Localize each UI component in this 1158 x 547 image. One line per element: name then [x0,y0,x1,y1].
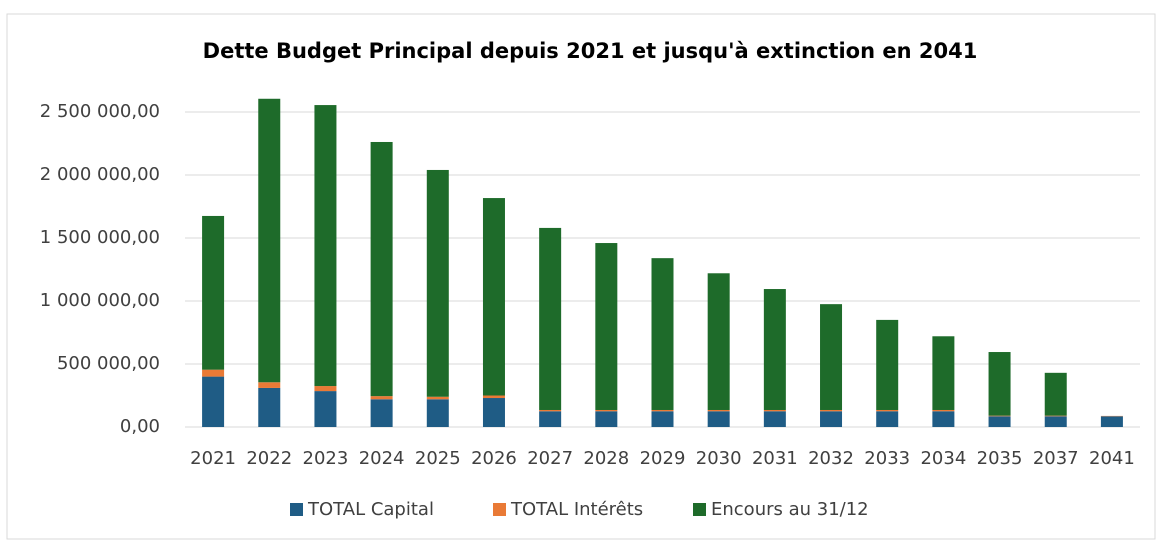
x-tick-label: 2028 [583,448,629,469]
bar-segment [1101,416,1123,427]
bar-segment [258,388,280,427]
bar-segment [258,99,280,383]
bar-segment [764,411,786,427]
bar-segment [258,382,280,388]
bar-segment [202,370,224,377]
chart-title: Dette Budget Principal depuis 2021 et ju… [203,39,978,63]
x-tick-label: 2029 [640,448,686,469]
bar-segment [876,320,898,410]
bar-segment [595,410,617,411]
bar-segment [202,216,224,370]
x-tick-label: 2033 [864,448,910,469]
bar-segment [314,105,336,386]
bar-segment [371,142,393,396]
x-tick-label: 2035 [977,448,1023,469]
legend-swatch [290,503,303,516]
bar-segment [932,410,954,411]
y-tick-label: 500 000,00 [57,353,160,374]
bar-segment [483,396,505,399]
bar-segment [483,398,505,427]
bar-segment [1045,416,1067,417]
bar-segment [483,198,505,395]
bar-segment [427,397,449,400]
bar-segment [371,396,393,399]
bar-segment [539,411,561,427]
bar-segment [764,410,786,411]
x-tick-label: 2023 [303,448,349,469]
x-tick-label: 2027 [527,448,573,469]
bar-segment [708,410,730,411]
bar-segment [595,411,617,427]
x-tick-label: 2024 [359,448,405,469]
bar-segment [427,170,449,397]
y-tick-label: 2 500 000,00 [40,101,160,122]
y-tick-label: 1 000 000,00 [40,290,160,311]
bar-segment [652,410,674,411]
bar-segment [708,411,730,427]
bar-segment [1045,373,1067,416]
x-tick-label: 2032 [808,448,854,469]
bar-segment [371,399,393,427]
x-tick-label: 2021 [190,448,236,469]
legend-label: Encours au 31/12 [711,499,869,520]
bar-segment [708,273,730,410]
bar-segment [652,258,674,410]
bar-segment [1045,416,1067,427]
bar-segment [820,304,842,410]
bar-segment [876,410,898,411]
bar-segment [989,416,1011,427]
bar-segment [202,377,224,427]
bar-segment [539,228,561,410]
x-tick-label: 2034 [920,448,966,469]
bar-segment [820,410,842,411]
bar-segment [932,411,954,427]
bar-segment [595,243,617,410]
bar-segment [764,289,786,410]
x-tick-label: 2025 [415,448,461,469]
x-tick-label: 2041 [1089,448,1135,469]
legend-swatch [493,503,506,516]
bar-segment [314,391,336,427]
bar-segment [820,411,842,427]
bar-segment [539,410,561,411]
bar-segment [314,386,336,391]
bar-segment [876,411,898,427]
bar-segment [989,352,1011,416]
y-tick-label: 2 000 000,00 [40,164,160,185]
bar-segment [932,336,954,410]
x-tick-label: 2037 [1033,448,1079,469]
x-tick-label: 2022 [246,448,292,469]
legend-label: TOTAL Intérêts [510,499,643,520]
bar-segment [652,411,674,427]
bar-segment [427,399,449,427]
y-tick-label: 1 500 000,00 [40,227,160,248]
y-tick-label: 0,00 [120,416,160,437]
legend-label: TOTAL Capital [307,499,434,520]
bar-segment [989,416,1011,417]
x-tick-label: 2030 [696,448,742,469]
x-tick-label: 2026 [471,448,517,469]
x-tick-label: 2031 [752,448,798,469]
legend-swatch [693,503,706,516]
